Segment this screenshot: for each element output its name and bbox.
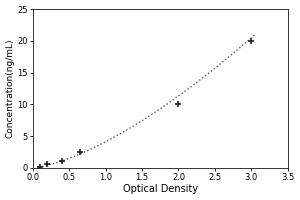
Y-axis label: Concentration(ng/mL): Concentration(ng/mL) — [6, 39, 15, 138]
X-axis label: Optical Density: Optical Density — [123, 184, 198, 194]
